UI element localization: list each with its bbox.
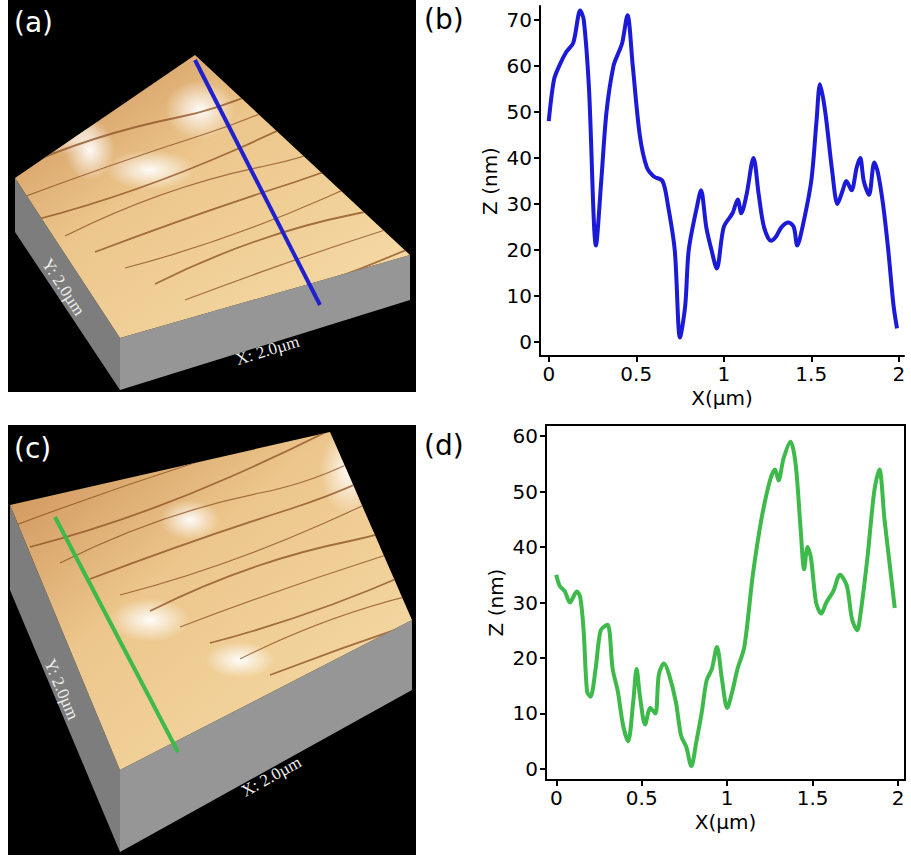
svg-text:Z (nm): Z (nm) [484, 569, 508, 637]
svg-text:1.5: 1.5 [797, 786, 829, 810]
svg-text:0: 0 [550, 786, 563, 810]
svg-text:50: 50 [507, 100, 532, 124]
html-text:(d): (d) [424, 429, 464, 462]
svg-text:Y: 2.0µm: Y: 2.0µm [40, 656, 82, 722]
svg-text:30: 30 [513, 591, 538, 615]
svg-text:1: 1 [717, 362, 730, 386]
svg-text:60: 60 [513, 424, 538, 448]
svg-text:0.5: 0.5 [626, 786, 658, 810]
svg-text:20: 20 [507, 238, 532, 262]
svg-text:40: 40 [513, 535, 538, 559]
html-text:(b): (b) [424, 3, 464, 36]
svg-text:1.5: 1.5 [795, 362, 827, 386]
svg-text:(a): (a) [14, 6, 53, 39]
svg-text:(c): (c) [14, 432, 51, 465]
svg-text:30: 30 [507, 192, 532, 216]
svg-text:X(µm): X(µm) [695, 810, 757, 834]
svg-text:X: 2.0µm: X: 2.0µm [233, 332, 301, 369]
svg-text:1: 1 [721, 786, 734, 810]
svg-text:X(µm): X(µm) [691, 386, 753, 410]
svg-text:20: 20 [513, 646, 538, 670]
svg-text:Y: 2.0µm: Y: 2.0µm [38, 255, 89, 319]
svg-text:2: 2 [892, 786, 905, 810]
svg-text:70: 70 [507, 8, 532, 32]
svg-text:60: 60 [507, 54, 532, 78]
svg-text:0.5: 0.5 [620, 362, 652, 386]
svg-text:40: 40 [507, 146, 532, 170]
svg-text:0: 0 [542, 362, 555, 386]
svg-text:Z (nm): Z (nm) [478, 147, 502, 215]
svg-text:10: 10 [507, 284, 532, 308]
svg-text:0: 0 [525, 757, 538, 781]
svg-text:0: 0 [519, 330, 532, 354]
svg-text:X: 2.0µm: X: 2.0µm [238, 752, 305, 800]
svg-text:10: 10 [513, 701, 538, 725]
svg-text:2: 2 [892, 362, 905, 386]
svg-text:50: 50 [513, 480, 538, 504]
